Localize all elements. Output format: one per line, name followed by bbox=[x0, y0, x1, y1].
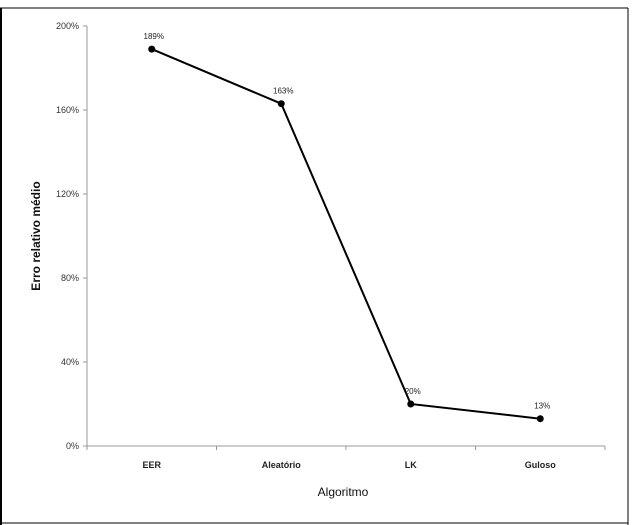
series-line bbox=[151, 48, 541, 420]
series-group: 189% 163% 20% 13% bbox=[144, 32, 550, 423]
y-axis-ticks: 0% 40% 80% 120% 160% 200% bbox=[56, 21, 87, 451]
data-point bbox=[407, 400, 415, 408]
data-label: 189% bbox=[144, 32, 164, 41]
x-tick-label: Guloso bbox=[525, 460, 557, 470]
data-label: 20% bbox=[405, 387, 421, 396]
y-tick-label: 200% bbox=[56, 21, 79, 31]
data-label: 163% bbox=[273, 87, 293, 96]
x-axis-ticks: EER Aleatório LK Guloso bbox=[86, 446, 606, 470]
y-tick-label: 120% bbox=[56, 189, 79, 199]
x-tick-label: LK bbox=[405, 460, 417, 470]
data-point bbox=[536, 415, 544, 423]
data-label: 13% bbox=[534, 402, 550, 411]
x-tick-label: Aleatório bbox=[262, 460, 302, 470]
y-axis-title: Erro relativo médio bbox=[29, 181, 43, 290]
x-tick-label: EER bbox=[142, 460, 161, 470]
x-axis-title: Algoritmo bbox=[318, 485, 369, 499]
y-tick-label: 0% bbox=[66, 441, 79, 451]
y-tick-label: 40% bbox=[61, 357, 79, 367]
y-tick-label: 160% bbox=[56, 105, 79, 115]
y-tick-label: 80% bbox=[61, 273, 79, 283]
data-point bbox=[148, 45, 156, 53]
data-point bbox=[277, 100, 285, 108]
